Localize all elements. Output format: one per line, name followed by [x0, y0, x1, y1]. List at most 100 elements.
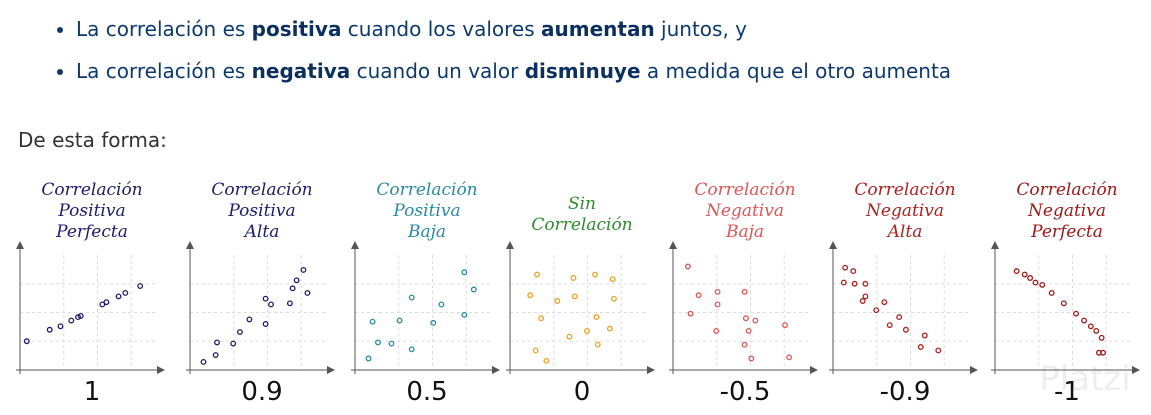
intro: De esta forma: — [18, 128, 167, 152]
point — [430, 319, 437, 326]
text: a medida que el otro aumenta — [640, 59, 952, 83]
point — [850, 268, 857, 275]
chart-title-line: Negativa — [1027, 201, 1106, 221]
point — [1032, 279, 1039, 286]
point — [1027, 275, 1034, 281]
chart-title-line: Correlación — [854, 180, 955, 200]
point — [886, 322, 893, 329]
bullet: La correlación es negativa cuando un val… — [76, 50, 951, 92]
watermark: Platzi — [1039, 359, 1130, 399]
point — [609, 276, 616, 283]
point — [687, 310, 694, 317]
point — [137, 283, 144, 289]
point — [1098, 334, 1105, 341]
chart-title-line: Positiva — [57, 201, 125, 221]
point — [262, 295, 269, 302]
point — [46, 326, 53, 333]
point — [538, 315, 544, 322]
point — [262, 321, 269, 327]
chart-title-line: Perfecta — [1030, 222, 1103, 242]
point — [214, 339, 220, 346]
point — [1087, 323, 1094, 330]
point — [77, 313, 84, 319]
point — [1060, 300, 1067, 307]
chart-title-line: Baja — [725, 222, 764, 242]
point — [1048, 290, 1055, 296]
y-arrow — [16, 241, 24, 249]
chart-title-line: Alta — [243, 222, 280, 242]
point — [571, 293, 578, 300]
point — [289, 285, 296, 292]
point — [532, 347, 539, 354]
point — [594, 341, 601, 348]
y-arrow — [351, 241, 359, 249]
point — [68, 317, 75, 324]
point — [1021, 271, 1028, 278]
point — [103, 299, 110, 306]
point — [881, 299, 888, 306]
point — [534, 271, 540, 278]
point — [902, 326, 909, 333]
point — [684, 263, 691, 270]
point — [713, 327, 720, 334]
bullet: La correlación es positiva cuando los va… — [76, 8, 951, 50]
chart-title-line: Correlación — [531, 215, 632, 235]
text: La correlación es — [76, 59, 252, 83]
point — [584, 327, 590, 334]
point — [122, 290, 129, 296]
x-arrow — [647, 366, 655, 374]
chart-title-line: Positiva — [392, 201, 460, 221]
point — [714, 288, 721, 295]
text: cuando los valores — [341, 17, 542, 41]
point — [388, 340, 395, 347]
point — [396, 317, 403, 324]
point — [752, 317, 759, 324]
text: juntos, y — [654, 17, 748, 41]
chart-title-line: Baja — [407, 222, 446, 242]
point — [212, 352, 219, 358]
point — [57, 323, 64, 330]
point — [408, 294, 415, 301]
point — [1013, 268, 1020, 275]
chart-title-line: Sin — [568, 194, 596, 214]
point — [1081, 317, 1088, 324]
chart-title-line: Negativa — [865, 201, 944, 221]
point — [554, 298, 561, 304]
chart-title-line: Correlación — [694, 180, 795, 200]
point — [293, 277, 300, 284]
coefficient: 1 — [84, 377, 101, 407]
point — [714, 301, 721, 308]
bold-text: disminuye — [524, 59, 641, 83]
point — [1093, 327, 1100, 334]
point — [695, 292, 702, 299]
point — [375, 339, 381, 346]
chart-title-line: Positiva — [227, 201, 295, 221]
point — [23, 338, 30, 345]
point — [268, 301, 274, 308]
point — [1073, 310, 1079, 317]
chart-title-line: Negativa — [705, 201, 784, 221]
point — [200, 359, 207, 365]
point — [570, 275, 577, 281]
bullet-list: La correlación es positiva cuando los va… — [52, 8, 951, 92]
point — [230, 340, 237, 347]
coefficient: 0 — [574, 377, 591, 407]
point — [592, 271, 598, 278]
point — [369, 318, 376, 325]
point — [1100, 349, 1106, 356]
point — [1039, 281, 1046, 288]
y-arrow — [506, 241, 514, 249]
point — [286, 300, 293, 307]
coefficient: 0.5 — [406, 377, 447, 407]
point — [300, 267, 307, 273]
x-arrow — [492, 366, 500, 374]
point — [470, 286, 477, 293]
y-arrow — [991, 241, 999, 249]
text: La correlación es — [76, 17, 252, 41]
x-arrow — [1132, 366, 1140, 374]
coefficient: -0.9 — [880, 377, 931, 407]
point — [741, 341, 748, 348]
point — [304, 290, 311, 296]
